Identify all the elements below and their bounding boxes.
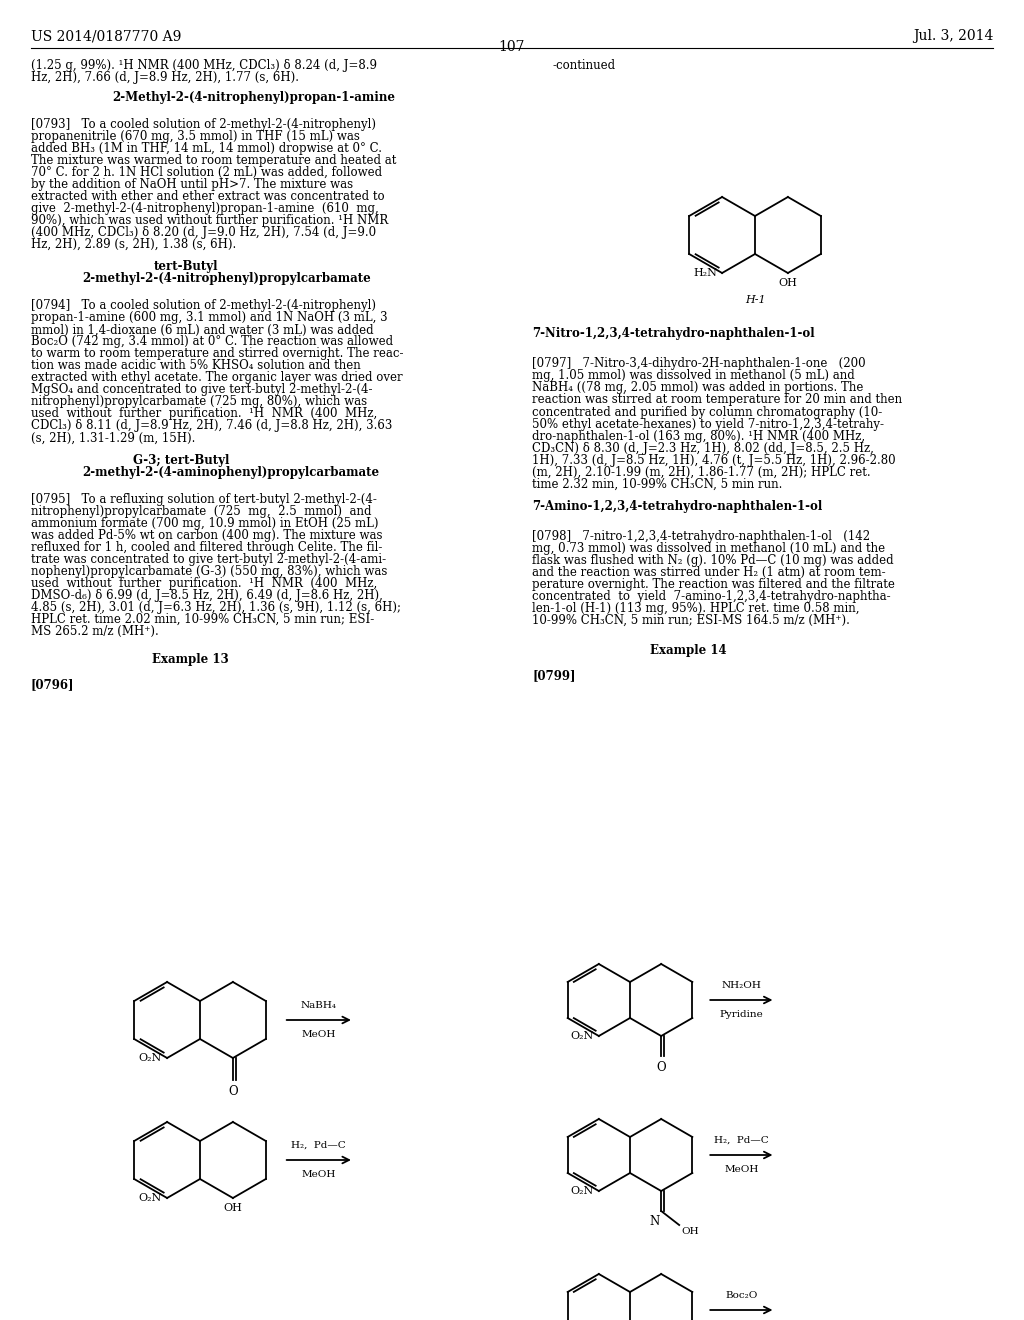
Text: 90%), which was used without further purification. ¹H NMR: 90%), which was used without further pur… (31, 214, 388, 227)
Text: MeOH: MeOH (724, 1166, 759, 1173)
Text: propanenitrile (670 mg, 3.5 mmol) in THF (15 mL) was: propanenitrile (670 mg, 3.5 mmol) in THF… (31, 131, 359, 143)
Text: MgSO₄ and concentrated to give tert-butyl 2-methyl-2-(4-: MgSO₄ and concentrated to give tert-buty… (31, 383, 372, 396)
Text: propan-1-amine (600 mg, 3.1 mmol) and 1N NaOH (3 mL, 3: propan-1-amine (600 mg, 3.1 mmol) and 1N… (31, 312, 387, 325)
Text: mg, 0.73 mmol) was dissolved in methanol (10 mL) and the: mg, 0.73 mmol) was dissolved in methanol… (532, 541, 886, 554)
Text: Boc₂O (742 mg, 3.4 mmol) at 0° C. The reaction was allowed: Boc₂O (742 mg, 3.4 mmol) at 0° C. The re… (31, 335, 393, 348)
Text: refluxed for 1 h, cooled and filtered through Celite. The fil-: refluxed for 1 h, cooled and filtered th… (31, 541, 382, 554)
Text: -continued: -continued (553, 58, 616, 71)
Text: US 2014/0187770 A9: US 2014/0187770 A9 (31, 29, 181, 44)
Text: tert-Butyl: tert-Butyl (154, 260, 218, 273)
Text: O₂N: O₂N (139, 1053, 162, 1063)
Text: (s, 2H), 1.31-1.29 (m, 15H).: (s, 2H), 1.31-1.29 (m, 15H). (31, 432, 196, 445)
Text: to warm to room temperature and stirred overnight. The reac-: to warm to room temperature and stirred … (31, 347, 403, 360)
Text: extracted with ether and ether extract was concentrated to: extracted with ether and ether extract w… (31, 190, 384, 203)
Text: 10-99% CH₃CN, 5 min run; ESI-MS 164.5 m/z (MH⁺).: 10-99% CH₃CN, 5 min run; ESI-MS 164.5 m/… (532, 614, 850, 627)
Text: 107: 107 (499, 40, 525, 54)
Text: [0793]   To a cooled solution of 2-methyl-2-(4-nitrophenyl): [0793] To a cooled solution of 2-methyl-… (31, 117, 376, 131)
Text: time 2.32 min, 10-99% CH₃CN, 5 min run.: time 2.32 min, 10-99% CH₃CN, 5 min run. (532, 478, 783, 491)
Text: (m, 2H), 2.10-1.99 (m, 2H), 1.86-1.77 (m, 2H); HPLC ret.: (m, 2H), 2.10-1.99 (m, 2H), 1.86-1.77 (m… (532, 466, 871, 479)
Text: [0798]   7-nitro-1,2,3,4-tetrahydro-naphthalen-1-ol   (142: [0798] 7-nitro-1,2,3,4-tetrahydro-naphth… (532, 529, 870, 543)
Text: [0794]   To a cooled solution of 2-methyl-2-(4-nitrophenyl): [0794] To a cooled solution of 2-methyl-… (31, 300, 376, 313)
Text: 7-Amino-1,2,3,4-tetrahydro-naphthalen-1-ol: 7-Amino-1,2,3,4-tetrahydro-naphthalen-1-… (532, 500, 822, 512)
Text: O₂N: O₂N (570, 1185, 594, 1196)
Text: 2-methyl-2-(4-nitrophenyl)propylcarbamate: 2-methyl-2-(4-nitrophenyl)propylcarbamat… (82, 272, 371, 285)
Text: 2-methyl-2-(4-aminophenyl)propylcarbamate: 2-methyl-2-(4-aminophenyl)propylcarbamat… (82, 466, 379, 479)
Text: was added Pd-5% wt on carbon (400 mg). The mixture was: was added Pd-5% wt on carbon (400 mg). T… (31, 529, 382, 541)
Text: 50% ethyl acetate-hexanes) to yield 7-nitro-1,2,3,4-tetrahy-: 50% ethyl acetate-hexanes) to yield 7-ni… (532, 417, 885, 430)
Text: Boc₂O: Boc₂O (725, 1291, 758, 1300)
Text: 2-Methyl-2-(4-nitrophenyl)propan-1-amine: 2-Methyl-2-(4-nitrophenyl)propan-1-amine (113, 91, 395, 104)
Text: nophenyl)propylcarbamate (G-3) (550 mg, 83%), which was: nophenyl)propylcarbamate (G-3) (550 mg, … (31, 565, 387, 578)
Text: concentrated  to  yield  7-amino-1,2,3,4-tetrahydro-naphtha-: concentrated to yield 7-amino-1,2,3,4-te… (532, 590, 891, 603)
Text: len-1-ol (H-1) (113 mg, 95%). HPLC ret. time 0.58 min,: len-1-ol (H-1) (113 mg, 95%). HPLC ret. … (532, 602, 860, 615)
Text: Example 13: Example 13 (152, 653, 228, 667)
Text: tion was made acidic with 5% KHSO₄ solution and then: tion was made acidic with 5% KHSO₄ solut… (31, 359, 360, 372)
Text: OH: OH (223, 1203, 243, 1213)
Text: Jul. 3, 2014: Jul. 3, 2014 (913, 29, 993, 44)
Text: nitrophenyl)propylcarbamate (725 mg, 80%), which was: nitrophenyl)propylcarbamate (725 mg, 80%… (31, 396, 367, 408)
Text: Example 14: Example 14 (650, 644, 727, 657)
Text: OH: OH (681, 1228, 698, 1236)
Text: used  without  further  purification.  ¹H  NMR  (400  MHz,: used without further purification. ¹H NM… (31, 577, 377, 590)
Text: [0796]: [0796] (31, 678, 74, 692)
Text: mmol) in 1,4-dioxane (6 mL) and water (3 mL) was added: mmol) in 1,4-dioxane (6 mL) and water (3… (31, 323, 374, 337)
Text: OH: OH (778, 279, 798, 288)
Text: by the addition of NaOH until pH>7. The mixture was: by the addition of NaOH until pH>7. The … (31, 178, 353, 191)
Text: Hz, 2H), 2.89 (s, 2H), 1.38 (s, 6H).: Hz, 2H), 2.89 (s, 2H), 1.38 (s, 6H). (31, 238, 236, 251)
Text: The mixture was warmed to room temperature and heated at: The mixture was warmed to room temperatu… (31, 154, 396, 168)
Text: concentrated and purified by column chromatography (10-: concentrated and purified by column chro… (532, 405, 883, 418)
Text: Pyridine: Pyridine (720, 1010, 763, 1019)
Text: MS 265.2 m/z (MH⁺).: MS 265.2 m/z (MH⁺). (31, 624, 159, 638)
Text: [0795]   To a refluxing solution of tert-butyl 2-methyl-2-(4-: [0795] To a refluxing solution of tert-b… (31, 492, 377, 506)
Text: NaBH₄ ((78 mg, 2.05 mmol) was added in portions. The: NaBH₄ ((78 mg, 2.05 mmol) was added in p… (532, 381, 864, 395)
Text: (1.25 g, 99%). ¹H NMR (400 MHz, CDCl₃) δ 8.24 (d, J=8.9: (1.25 g, 99%). ¹H NMR (400 MHz, CDCl₃) δ… (31, 58, 377, 71)
Text: Hz, 2H), 7.66 (d, J=8.9 Hz, 2H), 1.77 (s, 6H).: Hz, 2H), 7.66 (d, J=8.9 Hz, 2H), 1.77 (s… (31, 71, 299, 83)
Text: (400 MHz, CDCl₃) δ 8.20 (d, J=9.0 Hz, 2H), 7.54 (d, J=9.0: (400 MHz, CDCl₃) δ 8.20 (d, J=9.0 Hz, 2H… (31, 226, 376, 239)
Text: CDCl₃) δ 8.11 (d, J=8.9 Hz, 2H), 7.46 (d, J=8.8 Hz, 2H), 3.63: CDCl₃) δ 8.11 (d, J=8.9 Hz, 2H), 7.46 (d… (31, 420, 392, 433)
Text: mg, 1.05 mmol) was dissolved in methanol (5 mL) and: mg, 1.05 mmol) was dissolved in methanol… (532, 370, 855, 383)
Text: MeOH: MeOH (302, 1030, 336, 1039)
Text: MeOH: MeOH (302, 1170, 336, 1179)
Text: give  2-methyl-2-(4-nitrophenyl)propan-1-amine  (610  mg,: give 2-methyl-2-(4-nitrophenyl)propan-1-… (31, 202, 379, 215)
Text: H₂,  Pd—C: H₂, Pd—C (292, 1140, 346, 1150)
Text: NaBH₄: NaBH₄ (301, 1001, 337, 1010)
Text: 7-Nitro-1,2,3,4-tetrahydro-naphthalen-1-ol: 7-Nitro-1,2,3,4-tetrahydro-naphthalen-1-… (532, 327, 815, 341)
Text: ammonium formate (700 mg, 10.9 mmol) in EtOH (25 mL): ammonium formate (700 mg, 10.9 mmol) in … (31, 516, 378, 529)
Text: added BH₃ (1M in THF, 14 mL, 14 mmol) dropwise at 0° C.: added BH₃ (1M in THF, 14 mL, 14 mmol) dr… (31, 143, 382, 154)
Text: H₂,  Pd—C: H₂, Pd—C (714, 1137, 769, 1144)
Text: 1H), 7.33 (d, J=8.5 Hz, 1H), 4.76 (t, J=5.5 Hz, 1H), 2.96-2.80: 1H), 7.33 (d, J=8.5 Hz, 1H), 4.76 (t, J=… (532, 454, 896, 466)
Text: H-1: H-1 (744, 294, 765, 305)
Text: G-3; tert-Butyl: G-3; tert-Butyl (133, 454, 229, 467)
Text: flask was flushed with N₂ (g). 10% Pd—C (10 mg) was added: flask was flushed with N₂ (g). 10% Pd—C … (532, 554, 894, 566)
Text: O₂N: O₂N (570, 1031, 594, 1041)
Text: perature overnight. The reaction was filtered and the filtrate: perature overnight. The reaction was fil… (532, 578, 895, 591)
Text: NH₂OH: NH₂OH (722, 981, 761, 990)
Text: HPLC ret. time 2.02 min, 10-99% CH₃CN, 5 min run; ESI-: HPLC ret. time 2.02 min, 10-99% CH₃CN, 5… (31, 612, 374, 626)
Text: H₂N: H₂N (693, 268, 717, 279)
Text: N: N (649, 1214, 659, 1228)
Text: extracted with ethyl acetate. The organic layer was dried over: extracted with ethyl acetate. The organi… (31, 371, 402, 384)
Text: trate was concentrated to give tert-butyl 2-methyl-2-(4-ami-: trate was concentrated to give tert-buty… (31, 553, 386, 566)
Text: used  without  further  purification.  ¹H  NMR  (400  MHz,: used without further purification. ¹H NM… (31, 408, 377, 421)
Text: nitrophenyl)propylcarbamate  (725  mg,  2.5  mmol)  and: nitrophenyl)propylcarbamate (725 mg, 2.5… (31, 504, 372, 517)
Text: [0797]   7-Nitro-3,4-dihydro-2H-naphthalen-1-one   (200: [0797] 7-Nitro-3,4-dihydro-2H-naphthalen… (532, 358, 866, 371)
Text: O₂N: O₂N (139, 1193, 162, 1203)
Text: dro-naphthalen-1-ol (163 mg, 80%). ¹H NMR (400 MHz,: dro-naphthalen-1-ol (163 mg, 80%). ¹H NM… (532, 429, 865, 442)
Text: 4.85 (s, 2H), 3.01 (d, J=6.3 Hz, 2H), 1.36 (s, 9H), 1.12 (s, 6H);: 4.85 (s, 2H), 3.01 (d, J=6.3 Hz, 2H), 1.… (31, 601, 400, 614)
Text: [0799]: [0799] (532, 669, 575, 682)
Text: DMSO-d₆) δ 6.99 (d, J=8.5 Hz, 2H), 6.49 (d, J=8.6 Hz, 2H),: DMSO-d₆) δ 6.99 (d, J=8.5 Hz, 2H), 6.49 … (31, 589, 383, 602)
Text: CD₃CN) δ 8.30 (d, J=2.3 Hz, 1H), 8.02 (dd, J=8.5, 2.5 Hz,: CD₃CN) δ 8.30 (d, J=2.3 Hz, 1H), 8.02 (d… (532, 441, 874, 454)
Text: 70° C. for 2 h. 1N HCl solution (2 mL) was added, followed: 70° C. for 2 h. 1N HCl solution (2 mL) w… (31, 166, 382, 180)
Text: reaction was stirred at room temperature for 20 min and then: reaction was stirred at room temperature… (532, 393, 902, 407)
Text: and the reaction was stirred under H₂ (1 atm) at room tem-: and the reaction was stirred under H₂ (1… (532, 566, 886, 579)
Text: O: O (656, 1061, 666, 1074)
Text: O: O (228, 1085, 238, 1098)
